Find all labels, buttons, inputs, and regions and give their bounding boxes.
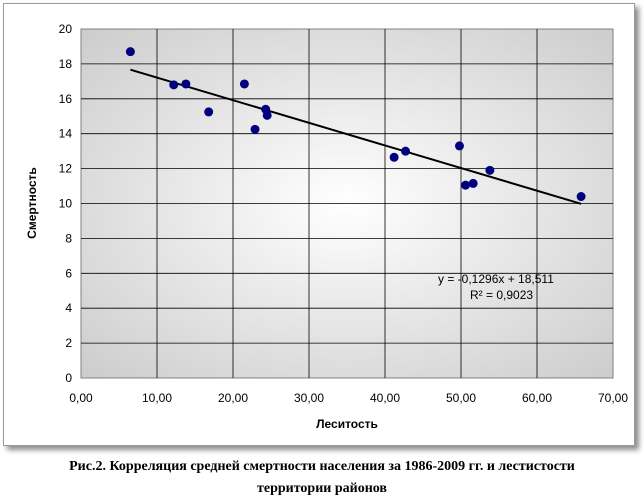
x-tick-label: 20,00 bbox=[218, 391, 248, 405]
data-points bbox=[125, 47, 586, 202]
data-point bbox=[485, 165, 495, 175]
y-tick-label: 10 bbox=[59, 197, 73, 211]
x-tick-label: 30,00 bbox=[294, 391, 324, 405]
data-point bbox=[389, 152, 399, 162]
x-tick-label: 50,00 bbox=[446, 391, 476, 405]
y-tick-label: 2 bbox=[65, 336, 72, 350]
y-tick-label: 12 bbox=[59, 162, 73, 176]
data-point bbox=[169, 80, 179, 90]
y-axis-title: Смертность bbox=[25, 167, 39, 239]
y-tick-label: 20 bbox=[59, 22, 73, 36]
trendline bbox=[130, 68, 582, 205]
caption-line-1: Рис.2. Корреляция средней смертности нас… bbox=[69, 459, 575, 474]
chart-frame: 0,00 10,00 20,00 30,00 40,00 50,00 60,00 70,00 … bbox=[3, 3, 635, 446]
y-tick-label: 0 bbox=[65, 371, 72, 385]
scatter-chart: 0,00 10,00 20,00 30,00 40,00 50,00 60,00 70,00 … bbox=[25, 22, 628, 431]
x-tick-label: 0,00 bbox=[69, 391, 93, 405]
data-point bbox=[576, 192, 586, 202]
data-point bbox=[461, 180, 471, 190]
caption-line-2: территории районов bbox=[257, 481, 387, 496]
y-tick-label: 18 bbox=[59, 57, 73, 71]
y-tick-label: 16 bbox=[59, 92, 73, 106]
y-tick-label: 6 bbox=[65, 266, 72, 280]
x-tick-label: 70,00 bbox=[598, 391, 628, 405]
data-point bbox=[250, 124, 260, 134]
data-point bbox=[468, 178, 478, 188]
data-point bbox=[401, 146, 411, 156]
data-point bbox=[125, 47, 135, 57]
data-point bbox=[204, 107, 214, 117]
y-tick-label: 8 bbox=[65, 231, 72, 245]
y-tick-label: 14 bbox=[59, 127, 73, 141]
y-axis-ticks: 0 2 4 6 8 10 12 14 16 18 20 bbox=[59, 22, 73, 385]
data-point bbox=[239, 79, 249, 89]
data-point bbox=[262, 110, 272, 120]
x-tick-label: 40,00 bbox=[370, 391, 400, 405]
r-squared-label: R² = 0,9023 bbox=[470, 288, 533, 302]
data-point bbox=[454, 141, 464, 151]
data-point bbox=[181, 79, 191, 89]
x-tick-label: 60,00 bbox=[522, 391, 552, 405]
y-tick-label: 4 bbox=[65, 301, 72, 315]
x-axis-title: Леситость bbox=[316, 417, 378, 431]
figure-caption: Рис.2. Корреляция средней смертности нас… bbox=[0, 456, 644, 500]
gridlines bbox=[81, 29, 613, 378]
x-axis-ticks: 0,00 10,00 20,00 30,00 40,00 50,00 60,00 70,00 bbox=[69, 391, 628, 405]
trendline-equation: y = -0,1296x + 18,511 bbox=[438, 272, 554, 286]
x-tick-label: 10,00 bbox=[142, 391, 172, 405]
